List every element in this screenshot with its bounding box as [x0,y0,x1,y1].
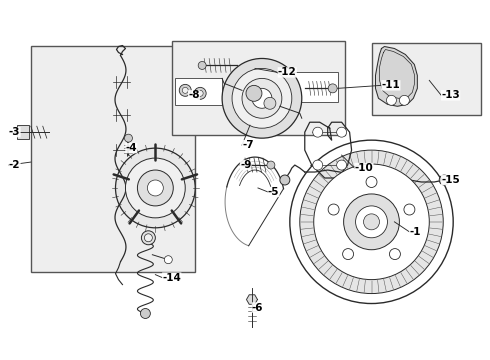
Circle shape [164,256,172,264]
Text: -6: -6 [252,302,264,312]
Circle shape [328,204,339,215]
Circle shape [137,170,173,206]
Text: -9: -9 [240,160,251,170]
Circle shape [242,78,282,118]
Circle shape [280,175,290,185]
Circle shape [343,249,354,260]
Circle shape [246,85,262,101]
Circle shape [387,95,396,105]
Circle shape [124,134,132,142]
Circle shape [198,62,206,69]
Text: -1: -1 [409,227,421,237]
Text: -10: -10 [355,163,373,173]
Circle shape [252,88,272,108]
Circle shape [313,127,323,137]
Circle shape [179,84,191,96]
Bar [292,72,338,102]
Bar [172,41,344,135]
Bar [17,125,29,139]
Circle shape [147,180,163,196]
Circle shape [264,97,276,109]
Circle shape [404,204,415,215]
Circle shape [439,175,449,185]
Circle shape [267,161,275,169]
Circle shape [364,214,379,230]
Text: -11: -11 [382,80,400,90]
Circle shape [141,309,150,319]
Text: -5: -5 [268,187,279,197]
Circle shape [356,206,388,238]
Circle shape [222,58,302,138]
Bar [31,45,195,272]
Circle shape [232,68,292,128]
Circle shape [194,87,206,99]
Bar [175,78,222,105]
Text: -14: -14 [162,273,181,283]
Polygon shape [246,295,257,304]
Polygon shape [375,46,417,106]
Text: -8: -8 [188,90,200,100]
Circle shape [366,176,377,188]
Circle shape [328,84,337,93]
Circle shape [197,90,203,96]
Circle shape [313,160,323,170]
Circle shape [399,95,409,105]
Circle shape [337,160,346,170]
Text: -13: -13 [441,90,460,100]
Text: -4: -4 [125,143,137,153]
Circle shape [337,127,346,137]
Circle shape [300,150,443,293]
Text: -3: -3 [9,127,21,137]
Circle shape [314,164,429,280]
Circle shape [142,231,155,245]
Text: -7: -7 [242,140,254,150]
Circle shape [182,87,188,93]
Text: -12: -12 [278,67,296,77]
Text: -2: -2 [9,160,21,170]
Circle shape [290,140,453,303]
Circle shape [390,249,400,260]
Circle shape [125,158,185,218]
Circle shape [116,148,195,228]
Text: -15: -15 [441,175,460,185]
Circle shape [343,194,399,250]
Circle shape [145,234,152,242]
Bar [371,42,481,115]
